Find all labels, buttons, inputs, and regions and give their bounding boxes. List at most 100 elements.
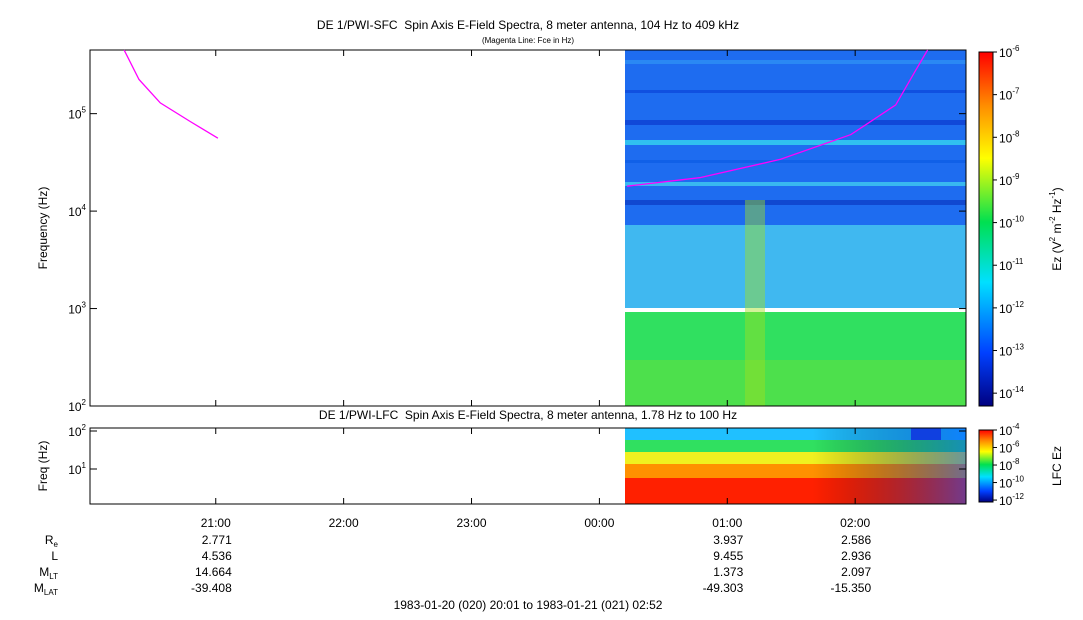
colorbar-tick-label: 10-11: [999, 257, 1024, 273]
colorbar-tick-label: 10-6: [999, 440, 1020, 456]
ephemeris-label: Re: [45, 533, 59, 549]
y-tick-label: 102: [68, 423, 86, 439]
y-tick-label-base: 10: [68, 205, 82, 219]
y-tick-label-sup: 3: [82, 301, 87, 310]
y-tick-label-base: 10: [68, 400, 82, 414]
colorbar-frame: [978, 51, 994, 407]
colorbar-tick-label-base: 10: [999, 459, 1013, 473]
colorbar-frame: [978, 429, 994, 503]
colorbar-tick-label-base: 10: [999, 387, 1013, 401]
ephemeris-label-base: M: [39, 565, 49, 579]
ephemeris-value: 9.455: [713, 549, 743, 563]
ephemeris-value: 2.097: [841, 565, 871, 579]
ephemeris-label-base: M: [34, 581, 44, 595]
y-tick-label: 101: [68, 461, 86, 477]
colorbar-tick-label-sup: -14: [1012, 385, 1024, 394]
ephemeris-value: 2.586: [841, 533, 871, 547]
y-tick-label: 104: [68, 203, 86, 219]
colorbar-tick-label-sup: -13: [1012, 343, 1024, 352]
colorbar-label-part: -1: [1048, 191, 1057, 199]
colorbar-tick-label-base: 10: [999, 424, 1013, 438]
y-tick-label-base: 10: [68, 303, 82, 317]
ephemeris-label-base: R: [45, 533, 54, 547]
colorbar-tick-label-base: 10: [999, 131, 1013, 145]
colorbar-tick-label-base: 10: [999, 302, 1013, 316]
ephemeris-label-sub: LAT: [44, 588, 58, 597]
ephemeris-value: 2.771: [202, 533, 232, 547]
colorbar: [979, 430, 993, 502]
colorbar-tick-label-base: 10: [999, 477, 1013, 491]
ephemeris-value: 3.937: [713, 533, 743, 547]
colorbar-tick-label-base: 10: [999, 89, 1013, 103]
colorbar-tick-label-sup: -10: [1012, 475, 1024, 484]
colorbar-tick-label: 10-6: [999, 44, 1020, 60]
y-tick-label-base: 10: [68, 463, 82, 477]
colorbar-tick-label-base: 10: [999, 174, 1013, 188]
plot-frame: [89, 49, 967, 407]
colorbar-tick-label-base: 10: [999, 217, 1013, 231]
ephemeris-value: -49.303: [703, 581, 744, 595]
y-tick-label-sup: 1: [82, 461, 87, 470]
colorbar-tick-label-sup: -6: [1012, 440, 1020, 449]
ephemeris-label-base: L: [51, 549, 58, 563]
ephemeris-label: L: [51, 549, 58, 563]
ephemeris-value: -39.408: [191, 581, 232, 595]
colorbar-label: Ez (V2 m-2 Hz-1): [1048, 187, 1064, 270]
ephemeris-value: 4.536: [202, 549, 232, 563]
ephemeris-value: 1.373: [713, 565, 743, 579]
y-tick-label: 102: [68, 398, 86, 414]
colorbar: [979, 52, 993, 406]
chart-title: DE 1/PWI-SFC Spin Axis E-Field Spectra, …: [317, 18, 739, 32]
colorbar-label-part: ): [1050, 187, 1064, 191]
chart-subtitle: (Magenta Line: Fce in Hz): [482, 36, 574, 45]
colorbar-tick-label-sup: -10: [1012, 215, 1024, 224]
fce-line: [627, 49, 929, 187]
chart-title: DE 1/PWI-LFC Spin Axis E-Field Spectra, …: [319, 408, 737, 422]
ephemeris-label: MLAT: [34, 581, 58, 597]
colorbar-tick-label: 10-10: [999, 215, 1024, 231]
fce-line: [123, 49, 219, 139]
y-tick-label-sup: 4: [82, 203, 87, 212]
ephemeris-value: 14.664: [195, 565, 232, 579]
colorbar-label-part: -2: [1048, 216, 1057, 224]
y-tick-label-sup: 2: [82, 423, 87, 432]
colorbar-label-part: 2: [1048, 236, 1057, 241]
y-tick-label: 103: [68, 301, 86, 317]
y-tick-label-base: 10: [68, 108, 82, 122]
colorbar-tick-label-sup: -7: [1012, 87, 1020, 96]
colorbar-tick-label-sup: -8: [1012, 129, 1020, 138]
colorbar-tick-label-sup: -11: [1012, 257, 1024, 266]
x-tick-label: 23:00: [457, 516, 487, 530]
colorbar-tick-label-sup: -8: [1012, 457, 1020, 466]
colorbar-tick-label-sup: -9: [1012, 172, 1020, 181]
colorbar-tick-label-sup: -12: [1012, 300, 1024, 309]
ephemeris-value: 2.936: [841, 549, 871, 563]
colorbar-tick-label: 10-4: [999, 422, 1020, 438]
ephemeris-value: -15.350: [830, 581, 871, 595]
colorbar-tick-label: 10-13: [999, 343, 1024, 359]
spectrogram: [625, 50, 966, 504]
colorbar-label: LFC Ez: [1050, 446, 1064, 486]
colorbar-tick-label: 10-8: [999, 129, 1020, 145]
colorbar-tick-label-base: 10: [999, 494, 1013, 508]
ephemeris-label-sub: e: [54, 540, 59, 549]
plot-frame: [89, 427, 967, 505]
y-tick-label: 105: [68, 106, 86, 122]
colorbar-tick-label-base: 10: [999, 345, 1013, 359]
colorbar-tick-label-sup: -6: [1012, 44, 1020, 53]
colorbar-tick-label-sup: -12: [1012, 492, 1024, 501]
colorbar-tick-label-sup: -4: [1012, 422, 1020, 431]
colorbar-tick-label: 10-14: [999, 385, 1024, 401]
colorbar-tick-label-base: 10: [999, 259, 1013, 273]
colorbar-tick-label-base: 10: [999, 442, 1013, 456]
y-axis-label: Frequency (Hz): [36, 187, 50, 270]
colorbar-tick-label: 10-8: [999, 457, 1020, 473]
colorbar-label-part: LFC Ez: [1050, 446, 1064, 486]
colorbar-label-part: Hz: [1050, 198, 1064, 216]
y-tick-label-base: 10: [68, 425, 82, 439]
colorbar-tick-label-base: 10: [999, 46, 1013, 60]
colorbar-tick-label: 10-12: [999, 492, 1024, 508]
time-range: 1983-01-20 (020) 20:01 to 1983-01-21 (02…: [394, 598, 663, 612]
colorbar-label-part: m: [1050, 224, 1064, 237]
